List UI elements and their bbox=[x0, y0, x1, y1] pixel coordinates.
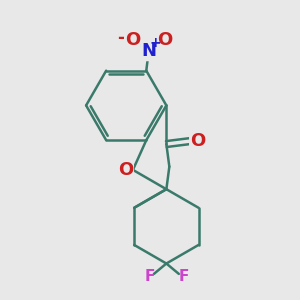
Text: O: O bbox=[125, 31, 140, 49]
Text: N: N bbox=[141, 42, 156, 60]
Text: F: F bbox=[178, 269, 188, 284]
Text: -: - bbox=[118, 29, 124, 47]
Text: F: F bbox=[144, 269, 154, 284]
Text: O: O bbox=[118, 161, 133, 179]
Text: +: + bbox=[149, 36, 161, 50]
Text: O: O bbox=[190, 132, 205, 150]
Text: O: O bbox=[158, 31, 172, 49]
